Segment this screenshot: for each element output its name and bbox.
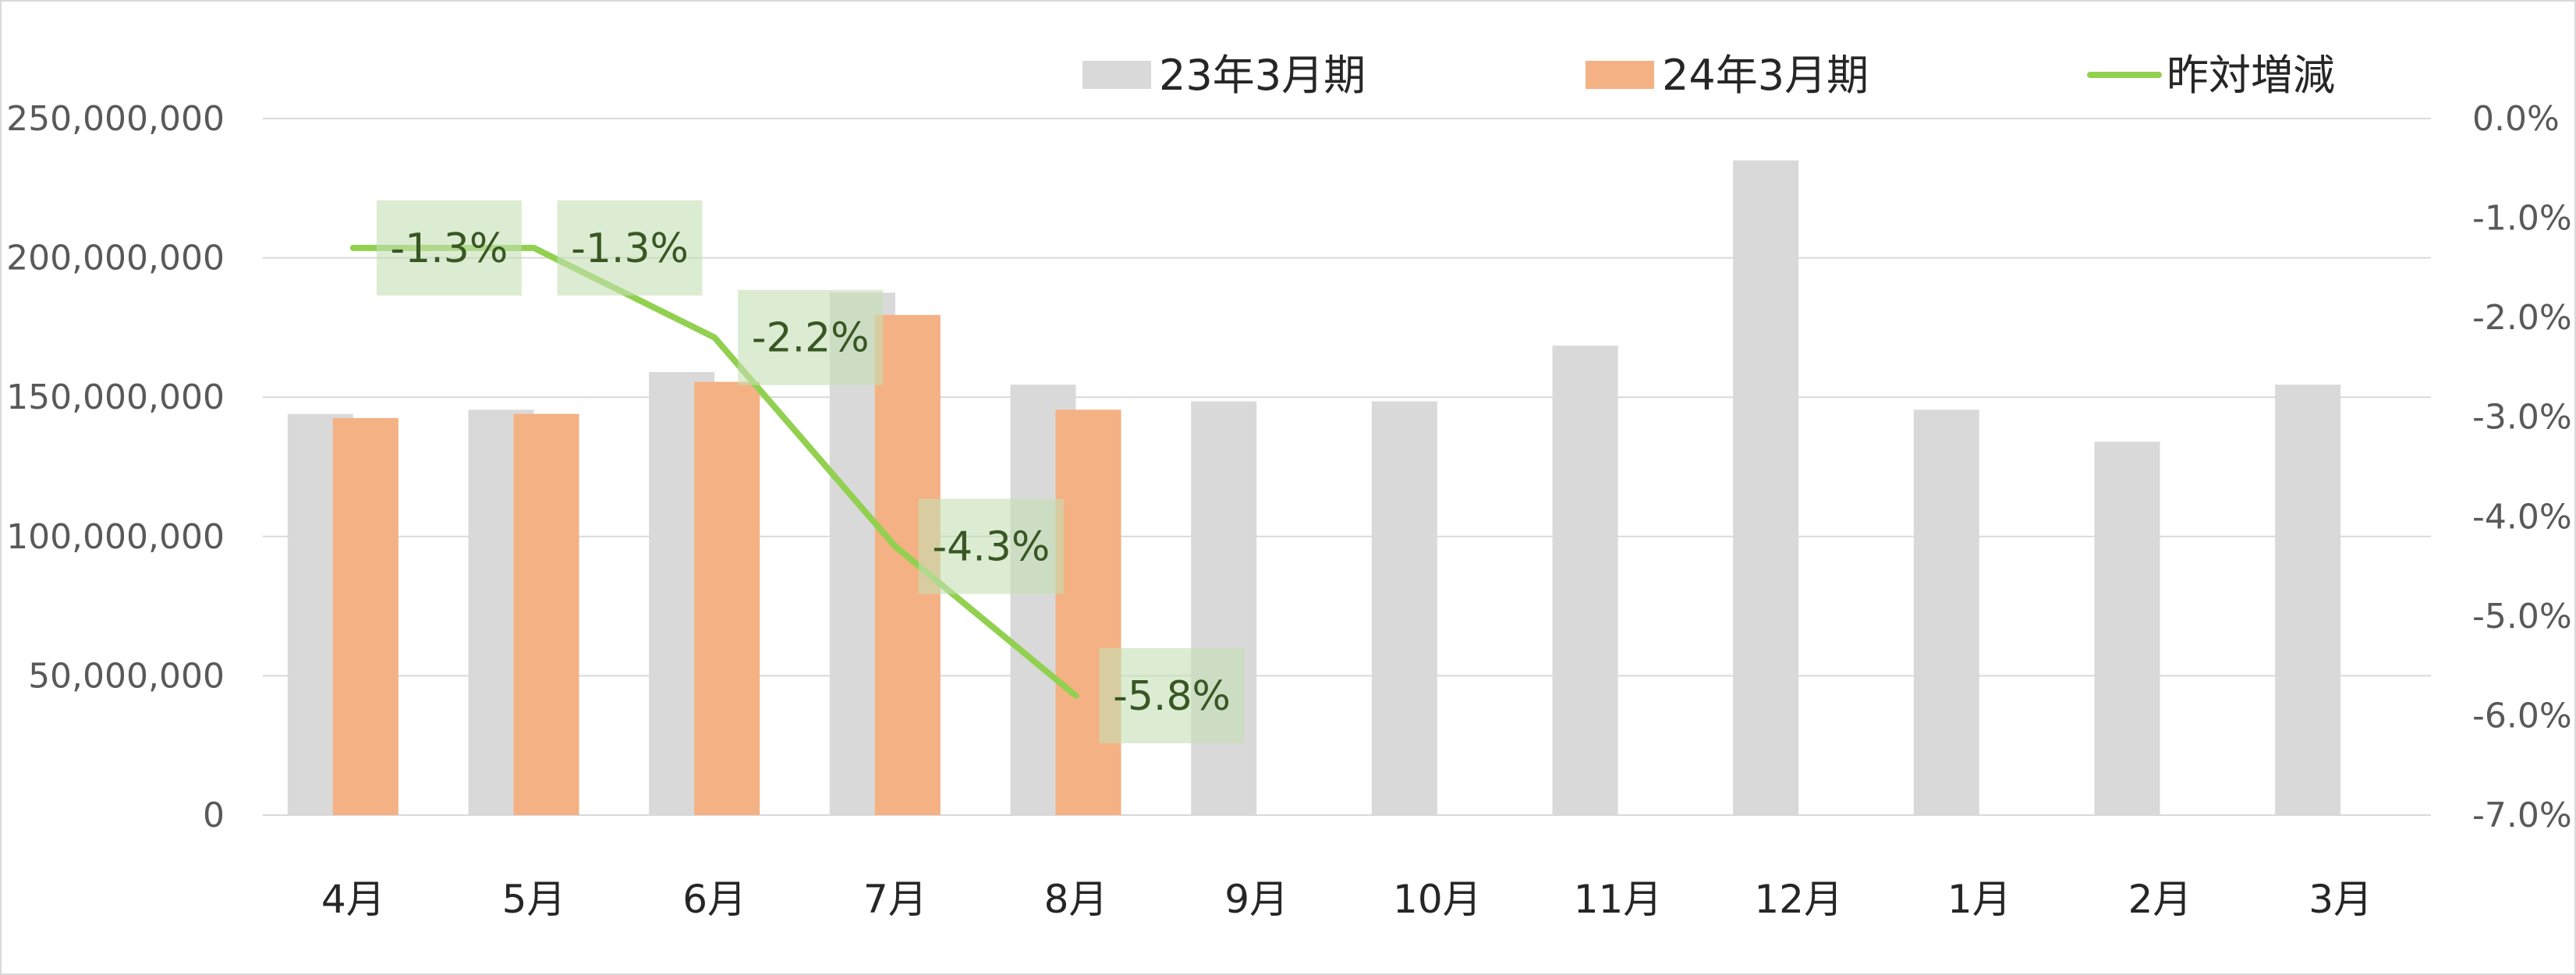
y-right-tick-label: -4.0% (2472, 497, 2572, 537)
data-label: -2.2% (752, 315, 870, 362)
y-left-tick-label: 150,000,000 (6, 378, 225, 417)
x-category-label: 12月 (1754, 877, 1843, 922)
data-label: -4.3% (932, 524, 1050, 571)
data-label-box (557, 200, 703, 296)
data-label-box (1099, 647, 1245, 743)
legend: 23年3月期 24年3月期 昨対増減 (1082, 51, 2335, 100)
bar-current-year (513, 413, 579, 815)
y-right-tick-label: -2.0% (2472, 298, 2572, 338)
data-label: -5.8% (1113, 673, 1231, 720)
x-category-label: 6月 (682, 877, 746, 922)
y-left-tick-label: 0 (203, 796, 225, 835)
bar-prev-year (2275, 385, 2341, 816)
legend-label: 昨対増減 (2167, 51, 2335, 100)
x-category-label: 1月 (1947, 877, 2011, 922)
x-category-label: 7月 (863, 877, 927, 922)
data-label: -1.3% (571, 225, 689, 272)
bar-current-year (1055, 410, 1121, 815)
y-left-tick-label: 50,000,000 (28, 656, 225, 696)
data-label-box (376, 200, 522, 296)
bar-prev-year (2094, 441, 2160, 815)
y-right-tick-label: 0.0% (2472, 99, 2560, 139)
bar-prev-year (1552, 346, 1618, 815)
legend-label: 24年3月期 (1662, 51, 1869, 100)
x-category-label: 10月 (1393, 877, 1482, 922)
y-right-tick-label: -6.0% (2472, 696, 2572, 736)
y-left-tick-label: 100,000,000 (6, 517, 225, 557)
y-right-tick-label: -1.0% (2472, 199, 2572, 239)
bar-prev-year (1913, 410, 1979, 815)
x-category-label: 3月 (2308, 877, 2372, 922)
bars (287, 160, 2341, 816)
x-category-label: 8月 (1044, 877, 1108, 922)
bar-prev-year (1733, 160, 1799, 815)
bar-prev-year (1371, 401, 1437, 815)
axis-labels: 0 50,000,000 100,000,000 150,000,000 200,000… (6, 99, 2572, 922)
x-category-label: 2月 (2128, 877, 2192, 922)
x-category-label: 11月 (1574, 877, 1663, 922)
y-right-tick-label: -7.0% (2472, 796, 2572, 835)
x-category-label: 9月 (1224, 877, 1288, 922)
data-label: -1.3% (390, 225, 508, 272)
y-right-tick-label: -5.0% (2472, 597, 2572, 636)
y-left-tick-label: 200,000,000 (6, 239, 225, 278)
data-labels: -1.3% -1.3% -2.2% -4.3% -5.8% (376, 200, 1245, 743)
y-right-tick-label: -3.0% (2472, 398, 2572, 438)
x-category-label: 5月 (502, 877, 566, 922)
bar-current-year (694, 381, 760, 816)
legend-swatch (1586, 61, 1654, 89)
bar-prev-year (1191, 401, 1257, 815)
data-label-box (918, 498, 1064, 594)
bar-current-year (332, 417, 399, 815)
legend-swatch (1082, 61, 1151, 89)
data-label-box (738, 289, 884, 385)
y-left-tick-label: 250,000,000 (6, 99, 225, 139)
x-category-label: 4月 (321, 877, 385, 922)
legend-label: 23年3月期 (1159, 51, 1366, 100)
